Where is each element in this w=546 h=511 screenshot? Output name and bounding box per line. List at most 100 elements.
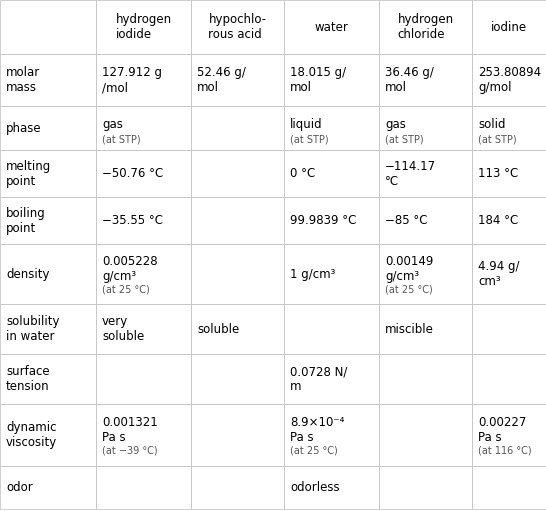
- Bar: [191, 0, 284, 54]
- Bar: [0, 354, 96, 404]
- Text: boiling
point: boiling point: [6, 206, 46, 235]
- Bar: [472, 354, 546, 404]
- Bar: [379, 197, 472, 244]
- Text: 1 g/cm³: 1 g/cm³: [290, 267, 335, 281]
- Bar: [191, 150, 284, 197]
- Text: hydrogen
chloride: hydrogen chloride: [397, 13, 454, 41]
- Bar: [284, 150, 379, 197]
- Text: 0.00227
Pa s: 0.00227 Pa s: [478, 416, 526, 444]
- Text: −50.76 °C: −50.76 °C: [102, 167, 163, 180]
- Bar: [96, 197, 191, 244]
- Bar: [191, 404, 284, 466]
- Text: (at STP): (at STP): [102, 134, 141, 144]
- Bar: [284, 354, 379, 404]
- Bar: [0, 106, 96, 150]
- Text: (at 25 °C): (at 25 °C): [102, 284, 150, 294]
- Text: 113 °C: 113 °C: [478, 167, 518, 180]
- Bar: [96, 244, 191, 304]
- Bar: [96, 304, 191, 354]
- Bar: [0, 197, 96, 244]
- Bar: [379, 54, 472, 106]
- Text: iodine: iodine: [491, 20, 527, 34]
- Text: hydrogen
iodide: hydrogen iodide: [115, 13, 171, 41]
- Text: 127.912 g
/mol: 127.912 g /mol: [102, 66, 162, 94]
- Text: (at STP): (at STP): [290, 134, 329, 144]
- Text: −114.17
°C: −114.17 °C: [385, 159, 436, 188]
- Text: solubility
in water: solubility in water: [6, 315, 60, 343]
- Bar: [379, 106, 472, 150]
- Bar: [96, 54, 191, 106]
- Text: 0.001321
Pa s: 0.001321 Pa s: [102, 416, 158, 444]
- Text: 99.9839 °C: 99.9839 °C: [290, 214, 357, 227]
- Text: hypochlo-
rous acid: hypochlo- rous acid: [209, 13, 266, 41]
- Bar: [191, 197, 284, 244]
- Text: soluble: soluble: [197, 322, 239, 336]
- Text: very
soluble: very soluble: [102, 315, 144, 343]
- Text: 36.46 g/
mol: 36.46 g/ mol: [385, 66, 434, 94]
- Bar: [284, 54, 379, 106]
- Bar: [379, 150, 472, 197]
- Text: (at −39 °C): (at −39 °C): [102, 446, 158, 455]
- Bar: [284, 304, 379, 354]
- Text: gas: gas: [385, 118, 406, 131]
- Text: (at 116 °C): (at 116 °C): [478, 446, 532, 455]
- Bar: [191, 304, 284, 354]
- Text: 0.0728 N/
m: 0.0728 N/ m: [290, 365, 347, 393]
- Bar: [96, 150, 191, 197]
- Text: 0.00149
g/cm³: 0.00149 g/cm³: [385, 255, 434, 283]
- Bar: [96, 354, 191, 404]
- Bar: [379, 244, 472, 304]
- Text: (at STP): (at STP): [385, 134, 424, 144]
- Text: 4.94 g/
cm³: 4.94 g/ cm³: [478, 260, 519, 288]
- Bar: [96, 106, 191, 150]
- Bar: [191, 106, 284, 150]
- Text: odorless: odorless: [290, 481, 340, 494]
- Bar: [284, 197, 379, 244]
- Bar: [191, 466, 284, 509]
- Bar: [284, 404, 379, 466]
- Text: 52.46 g/
mol: 52.46 g/ mol: [197, 66, 246, 94]
- Text: water: water: [314, 20, 348, 34]
- Bar: [0, 244, 96, 304]
- Bar: [284, 466, 379, 509]
- Text: (at 25 °C): (at 25 °C): [290, 446, 338, 455]
- Bar: [0, 150, 96, 197]
- Bar: [0, 466, 96, 509]
- Bar: [284, 244, 379, 304]
- Text: miscible: miscible: [385, 322, 434, 336]
- Bar: [472, 404, 546, 466]
- Text: molar
mass: molar mass: [6, 66, 40, 94]
- Bar: [472, 304, 546, 354]
- Text: 18.015 g/
mol: 18.015 g/ mol: [290, 66, 346, 94]
- Bar: [96, 0, 191, 54]
- Bar: [0, 0, 96, 54]
- Text: −35.55 °C: −35.55 °C: [102, 214, 163, 227]
- Text: (at 25 °C): (at 25 °C): [385, 284, 433, 294]
- Bar: [472, 466, 546, 509]
- Bar: [379, 354, 472, 404]
- Text: liquid: liquid: [290, 118, 323, 131]
- Text: (at STP): (at STP): [478, 134, 517, 144]
- Bar: [379, 0, 472, 54]
- Text: odor: odor: [6, 481, 33, 494]
- Bar: [0, 404, 96, 466]
- Bar: [191, 54, 284, 106]
- Bar: [379, 404, 472, 466]
- Bar: [379, 304, 472, 354]
- Text: 0 °C: 0 °C: [290, 167, 315, 180]
- Text: gas: gas: [102, 118, 123, 131]
- Bar: [284, 0, 379, 54]
- Bar: [284, 106, 379, 150]
- Bar: [472, 0, 546, 54]
- Text: melting
point: melting point: [6, 159, 51, 188]
- Text: 184 °C: 184 °C: [478, 214, 518, 227]
- Bar: [472, 197, 546, 244]
- Text: 8.9×10⁻⁴
Pa s: 8.9×10⁻⁴ Pa s: [290, 416, 345, 444]
- Bar: [0, 304, 96, 354]
- Text: density: density: [6, 267, 50, 281]
- Text: solid: solid: [478, 118, 506, 131]
- Bar: [472, 106, 546, 150]
- Bar: [96, 404, 191, 466]
- Bar: [379, 466, 472, 509]
- Text: dynamic
viscosity: dynamic viscosity: [6, 421, 57, 449]
